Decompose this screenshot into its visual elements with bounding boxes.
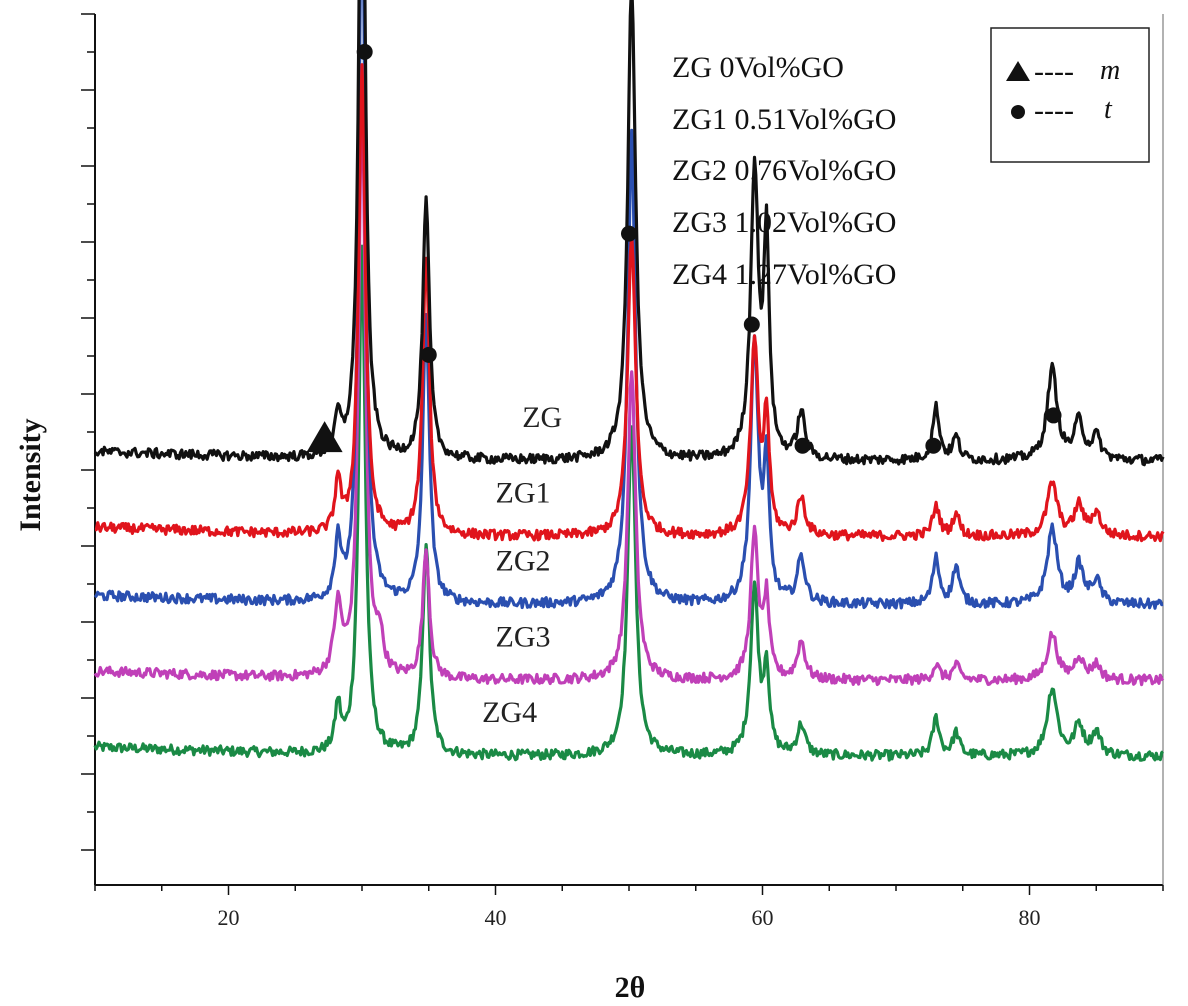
legend-dash: ---- — [1034, 55, 1074, 88]
series-label-zg4: ZG4 — [482, 696, 537, 729]
composition-note: ZG3 1.02Vol%GO — [672, 206, 896, 239]
phase-marker-t — [743, 316, 760, 333]
legend-dash: ---- — [1034, 94, 1074, 127]
triangle-icon — [1006, 61, 1030, 81]
phase-marker-t — [794, 437, 811, 454]
x-tick-label: 80 — [1019, 905, 1041, 930]
phase-markers — [306, 43, 1062, 454]
composition-note: ZG2 0.76Vol%GO — [672, 154, 896, 187]
composition-note: ZG4 1.27Vol%GO — [672, 258, 896, 291]
circle-icon — [1011, 105, 1025, 119]
phase-marker-t — [1045, 407, 1062, 424]
series-labels: ZG ZG1 ZG2 ZG3 ZG4 — [482, 401, 562, 729]
y-axis-title: Intensity — [14, 418, 47, 531]
series-layer — [93, 0, 1165, 762]
x-tick-label: 20 — [218, 905, 240, 930]
series-label-zg2: ZG2 — [496, 545, 551, 578]
phase-marker-t — [356, 43, 373, 60]
series-line-zg3 — [93, 80, 1165, 687]
composition-note: ZG1 0.51Vol%GO — [672, 103, 896, 136]
series-line-zg1 — [94, 63, 1165, 543]
plot-axes: 20 40 60 80 — [81, 13, 1164, 930]
phase-marker-t — [420, 346, 437, 363]
legend-frame — [990, 27, 1150, 163]
legend: ---- m ---- t — [990, 27, 1150, 163]
series-line-zg — [93, 0, 1165, 467]
phase-marker-t — [925, 437, 942, 454]
phase-marker-m — [306, 421, 343, 453]
legend-label-t: t — [1104, 94, 1113, 125]
series-label-zg: ZG — [522, 401, 562, 434]
x-tick-label: 60 — [752, 905, 774, 930]
composition-notes: ZG 0Vol%GO ZG1 0.51Vol%GO ZG2 0.76Vol%GO… — [672, 51, 896, 291]
phase-marker-t — [621, 225, 637, 242]
x-tick-label: 40 — [485, 905, 507, 930]
series-label-zg1: ZG1 — [496, 477, 551, 510]
series-label-zg3: ZG3 — [496, 620, 551, 653]
composition-note: ZG 0Vol%GO — [672, 51, 844, 84]
x-axis-title: 2θ — [615, 971, 646, 1004]
legend-label-m: m — [1100, 55, 1120, 86]
